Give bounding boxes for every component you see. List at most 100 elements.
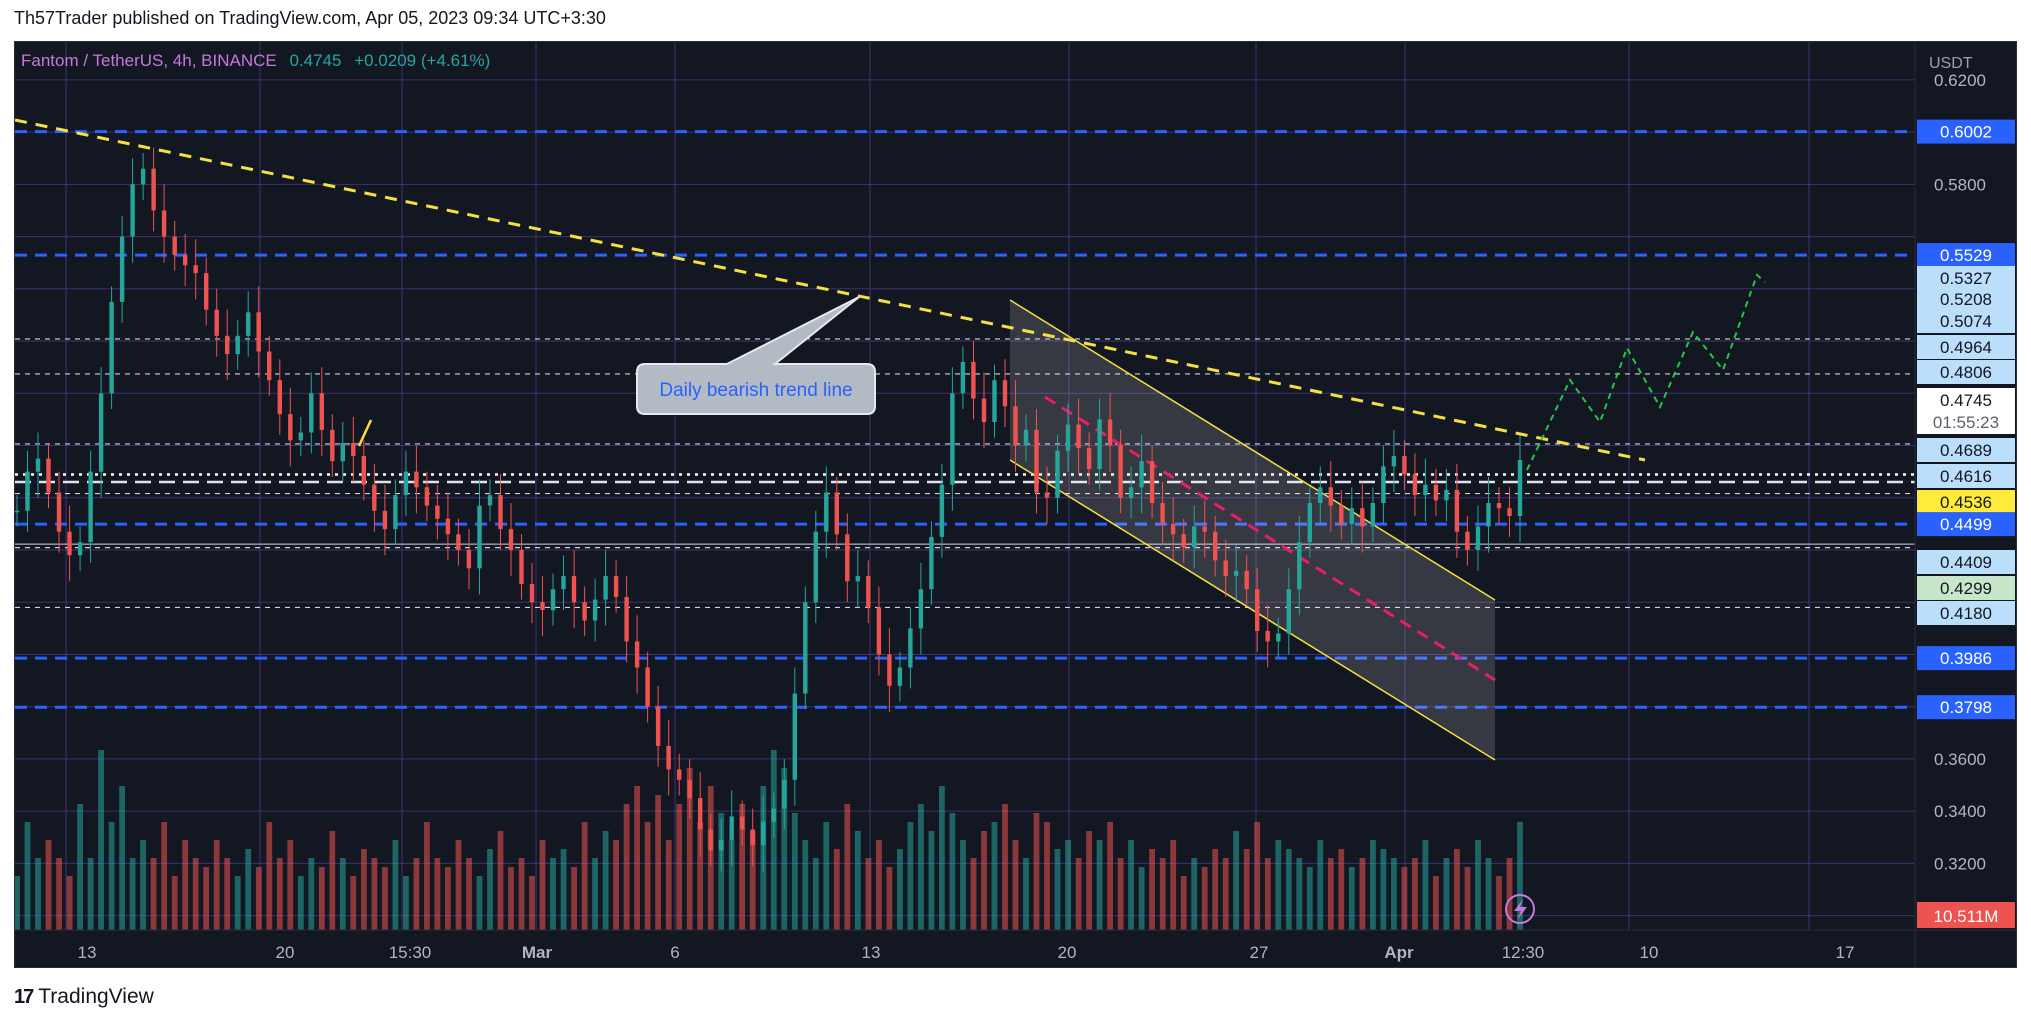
lightning-icon[interactable] xyxy=(1505,894,1535,924)
price-labels: 0.6002 0.5529 0.5327 0.5208 0.5074 0.4964 0.48… xyxy=(1917,119,2015,720)
x-tick-label: 6 xyxy=(670,943,679,962)
candle-body xyxy=(161,210,167,237)
channel-mid-line xyxy=(1044,395,1496,682)
candle-body xyxy=(666,745,671,770)
volume-bar xyxy=(970,858,977,930)
y-tick-label: 0.5800 xyxy=(1934,175,1986,194)
volume-bar xyxy=(56,858,62,930)
y-tick-label: 0.3600 xyxy=(1934,750,1986,769)
volume-bar xyxy=(1391,858,1397,930)
candle-body xyxy=(246,312,251,336)
candle-body xyxy=(960,361,966,394)
candle-body xyxy=(761,821,766,846)
price-label: 0.4180 xyxy=(1940,604,1992,623)
volume-bar xyxy=(1191,858,1198,930)
volume-bar xyxy=(413,858,420,930)
candle-body xyxy=(719,839,724,851)
x-tick-label: 15:30 xyxy=(389,943,432,962)
tradingview-footer[interactable]: 17 TradingView xyxy=(14,985,154,1009)
volume-bar xyxy=(361,849,367,930)
candle-body xyxy=(1044,492,1050,498)
volume-bar xyxy=(1443,858,1450,930)
candle-body xyxy=(1297,542,1302,590)
candle-body xyxy=(876,607,882,655)
x-tick-label: Apr xyxy=(1384,943,1414,962)
volume-bar xyxy=(1275,840,1282,930)
candle-body xyxy=(1486,503,1491,527)
candle-body xyxy=(1139,461,1144,488)
horizontal-levels xyxy=(15,130,1915,709)
candle-body xyxy=(992,380,997,422)
volume-bar xyxy=(1075,858,1082,930)
volume-bar xyxy=(991,822,998,930)
channel-fill xyxy=(1010,300,1495,760)
x-tick-label: 27 xyxy=(1250,943,1269,962)
price-chart[interactable]: Daily bearish trend line Fantom / Tether… xyxy=(14,42,2016,967)
volume-bar xyxy=(1002,804,1008,930)
candle-body xyxy=(1475,526,1481,550)
volume-bar xyxy=(918,804,924,930)
volume-bar xyxy=(339,858,346,930)
price-label-bg xyxy=(1917,360,2015,384)
candle-body xyxy=(1381,466,1386,503)
candle-body xyxy=(1213,531,1218,561)
price-label-bg xyxy=(1917,309,2015,333)
candle-body xyxy=(1360,508,1365,527)
volume-bar xyxy=(45,840,52,930)
volume-bar xyxy=(1506,858,1513,930)
volume-bar xyxy=(1422,840,1429,930)
candle-body xyxy=(172,236,177,255)
candle-body xyxy=(1276,633,1281,642)
volume-bar xyxy=(1138,867,1145,930)
time-axis[interactable]: 13 20 15:30 Mar 6 13 20 27 Apr 12:30 10 17 xyxy=(15,929,2016,962)
daily-bearish-trend-line xyxy=(14,118,1646,462)
candle-body xyxy=(424,487,430,506)
price-label-bg xyxy=(1917,464,2015,488)
price-label: 0.4689 xyxy=(1940,441,1992,460)
chart-pane[interactable]: Daily bearish trend line Fantom / Tether… xyxy=(14,41,2017,968)
candle-body xyxy=(77,542,83,556)
candle-body xyxy=(140,168,146,185)
volume-bar xyxy=(119,786,125,930)
candle-body xyxy=(1370,503,1375,527)
lightning-icon-ring xyxy=(1505,894,1535,924)
volume-bar xyxy=(602,831,609,930)
volume-bar xyxy=(749,831,756,930)
volume-bar xyxy=(1254,822,1261,930)
volume-bar xyxy=(98,750,104,930)
volume-bar xyxy=(1285,849,1292,930)
volume-bar xyxy=(1370,840,1376,930)
volume-bar xyxy=(255,867,262,930)
candle-body xyxy=(235,335,240,355)
symbol-name: Fantom / TetherUS, 4h, BINANCE xyxy=(21,51,277,70)
candle-body xyxy=(1423,484,1428,496)
volume-label-bg xyxy=(1917,902,2015,928)
candle-body xyxy=(1055,450,1060,498)
price-label-bg xyxy=(1917,243,2015,268)
price-axis[interactable]: USDT 0.62000.58000.36000.34000.32000.300… xyxy=(1914,42,2015,967)
volume-bar xyxy=(518,858,525,930)
candle-body xyxy=(540,602,545,610)
x-tick-label: 12:30 xyxy=(1502,943,1545,962)
annotation-callout: Daily bearish trend line xyxy=(636,296,876,415)
candle-body xyxy=(908,628,913,668)
volume-bar xyxy=(129,858,136,930)
last-price: 0.4745 xyxy=(289,51,341,70)
candle-body xyxy=(698,798,703,830)
candle-body xyxy=(267,351,272,381)
volume-bar xyxy=(1107,822,1113,930)
channel-upper-line xyxy=(1009,299,1496,601)
volume-bar xyxy=(1180,876,1187,930)
candle-body xyxy=(603,576,608,600)
candle-body xyxy=(771,808,776,822)
volume-bar xyxy=(1044,822,1050,930)
candle-body xyxy=(456,534,461,550)
volume-bar xyxy=(823,822,830,930)
candle-body xyxy=(981,398,987,422)
volume-bar xyxy=(592,858,598,930)
volume-bar xyxy=(266,822,273,930)
volume-bar xyxy=(949,813,956,930)
volume-bars xyxy=(14,750,1523,930)
candle-body xyxy=(130,184,135,237)
candle-body xyxy=(1444,489,1449,501)
